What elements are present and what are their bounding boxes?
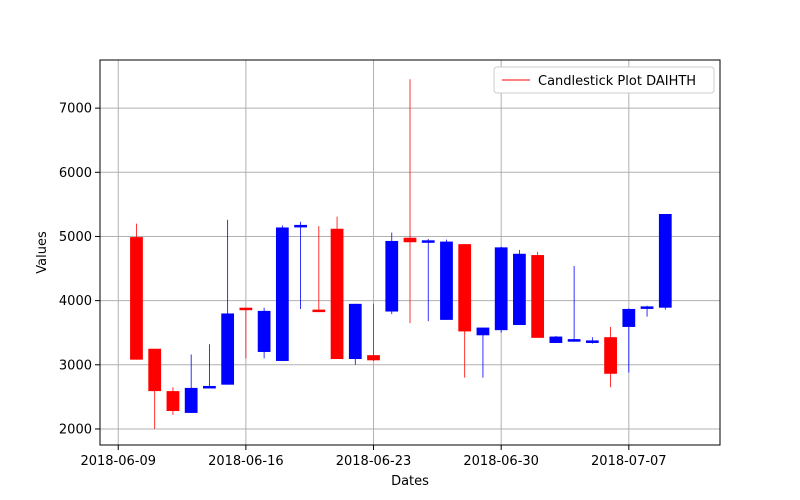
legend-box	[493, 66, 715, 94]
candles	[130, 79, 672, 429]
candle-body	[531, 255, 545, 338]
y-axis-title: Values	[35, 231, 50, 274]
x-tick-label: 2018-06-23	[336, 454, 412, 469]
candlestick	[585, 337, 599, 344]
candlestick	[494, 246, 508, 333]
candlestick	[203, 344, 216, 389]
y-tick-label: 4000	[59, 294, 92, 309]
x-tick-label: 2018-06-09	[80, 454, 156, 469]
candlestick	[458, 244, 472, 378]
candlestick	[604, 326, 617, 388]
candle-body	[494, 247, 508, 331]
candlestick	[658, 214, 672, 310]
x-tick-label: 2018-07-07	[591, 454, 667, 469]
candlestick	[257, 307, 271, 359]
candlestick	[440, 239, 453, 320]
candlestick	[294, 221, 307, 309]
candle-body	[385, 240, 399, 312]
candlestick	[312, 226, 326, 313]
plot-frame	[99, 59, 721, 446]
legend: Candlestick Plot DAIHTH	[493, 66, 715, 94]
candle-body	[513, 253, 526, 326]
legend-label: Candlestick Plot DAIHTH	[538, 74, 696, 89]
y-tick-label: 7000	[59, 102, 92, 117]
candle-body	[275, 227, 289, 361]
candle-body	[166, 391, 180, 411]
candlestick	[385, 232, 399, 315]
candle-body	[184, 387, 198, 413]
candle-body	[348, 303, 362, 360]
candle-body	[640, 306, 654, 309]
candle-body	[458, 244, 472, 332]
y-tick-label: 3000	[59, 358, 92, 373]
candle-body	[658, 214, 672, 308]
candlestick	[476, 327, 490, 378]
candlestick	[275, 225, 289, 361]
candlestick	[640, 305, 654, 317]
candle-body	[203, 385, 216, 389]
candle-body	[330, 228, 344, 360]
candlestick	[148, 348, 162, 429]
candlestick	[330, 216, 344, 360]
candle-body	[294, 224, 307, 228]
candlestick	[622, 308, 636, 373]
candle-body	[476, 327, 490, 336]
candle-body	[440, 241, 453, 320]
x-tick-label: 2018-06-30	[463, 454, 539, 469]
candle-body	[312, 309, 326, 313]
y-tick-label: 6000	[59, 166, 92, 181]
y-tick-label: 2000	[59, 422, 92, 437]
candle-body	[367, 355, 380, 361]
y-tick-label: 5000	[59, 230, 92, 245]
candle-body	[148, 348, 162, 392]
candle-body	[257, 310, 271, 352]
candle-body	[130, 237, 143, 360]
candle-body	[403, 237, 417, 243]
candle-body	[221, 313, 235, 385]
candlestick	[403, 79, 417, 324]
candlestick	[513, 249, 526, 326]
candle-body	[567, 339, 581, 342]
candle-body	[622, 308, 636, 327]
candle-body	[585, 340, 599, 343]
candlestick	[421, 239, 435, 322]
candlestick	[567, 265, 581, 342]
candle-body	[549, 336, 563, 343]
candlestick	[549, 335, 563, 343]
candlestick	[348, 303, 362, 365]
candle-body	[421, 240, 435, 243]
axis-ticks: 2000 3000 4000 5000 6000 7000 2018-06-09 2018-0…	[59, 102, 667, 469]
candlestick	[184, 354, 198, 413]
candlestick	[239, 307, 253, 359]
x-axis-title: Dates	[391, 474, 429, 489]
candle-body	[604, 337, 617, 374]
candlestick	[166, 387, 180, 415]
candlestick	[367, 303, 380, 361]
candlestick	[531, 251, 545, 338]
candlestick	[130, 223, 143, 360]
candlestick	[221, 219, 235, 385]
x-tick-label: 2018-06-16	[208, 454, 284, 469]
candle-body	[239, 307, 253, 311]
